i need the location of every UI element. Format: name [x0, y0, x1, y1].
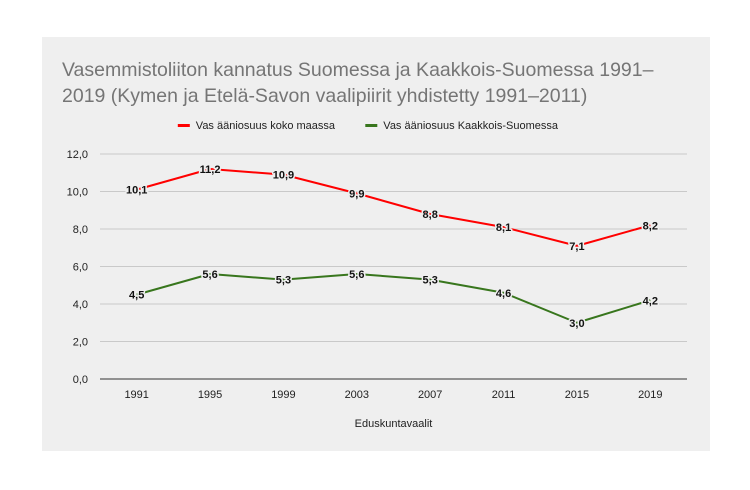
x-tick-label: 1995	[198, 389, 222, 401]
x-axis-title: Eduskuntavaalit	[355, 418, 433, 430]
data-label: 8,8	[423, 209, 438, 221]
data-label: 11,2	[200, 164, 221, 176]
legend-swatch	[177, 124, 190, 127]
y-tick-label: 8,0	[73, 224, 88, 236]
data-label: 4,2	[643, 295, 658, 307]
data-label: 5,6	[349, 269, 364, 281]
x-tick-label: 2019	[638, 389, 662, 401]
data-label: 8,2	[643, 220, 658, 232]
y-tick-label: 10,0	[67, 187, 88, 199]
y-tick-label: 6,0	[73, 262, 88, 274]
data-label: 5,6	[202, 269, 217, 281]
legend-label: Vas ääniosuus koko maassa	[196, 120, 336, 132]
x-tick-label: 2015	[565, 389, 589, 401]
x-tick-label: 2007	[418, 389, 442, 401]
data-label: 5,3	[423, 275, 438, 287]
data-label: 10,9	[273, 170, 294, 182]
data-label: 10,1	[126, 185, 147, 197]
x-tick-label: 2003	[345, 389, 369, 401]
line-chart: 0,0 2,0 4,0 6,0 8,0 10,0 12,0 1991 1995 1999 2003 2…	[67, 120, 687, 430]
x-tick-label: 1999	[271, 389, 295, 401]
data-label: 7,1	[569, 241, 584, 253]
data-label: 3,0	[569, 318, 584, 330]
legend-swatch	[365, 124, 378, 127]
y-tick-label: 4,0	[73, 299, 88, 311]
data-label: 5,3	[276, 275, 291, 287]
x-tick-label: 1991	[124, 389, 148, 401]
y-tick-label: 2,0	[73, 337, 88, 349]
series-line	[136, 168, 651, 247]
chart-panel: Vasemmistoliiton kannatus Suomessa ja Ka…	[42, 37, 710, 451]
series-line	[136, 273, 651, 324]
chart-title: Vasemmistoliiton kannatus Suomessa ja Ka…	[62, 59, 654, 107]
data-label: 9,9	[349, 188, 364, 200]
y-tick-label: 12,0	[67, 149, 88, 161]
data-label: 4,6	[496, 288, 511, 300]
data-label: 8,1	[496, 222, 511, 234]
x-tick-label: 2011	[492, 389, 516, 401]
y-tick-label: 0,0	[73, 374, 88, 386]
data-label: 4,5	[129, 290, 144, 302]
legend-label: Vas ääniosuus Kaakkois-Suomessa	[383, 120, 559, 132]
